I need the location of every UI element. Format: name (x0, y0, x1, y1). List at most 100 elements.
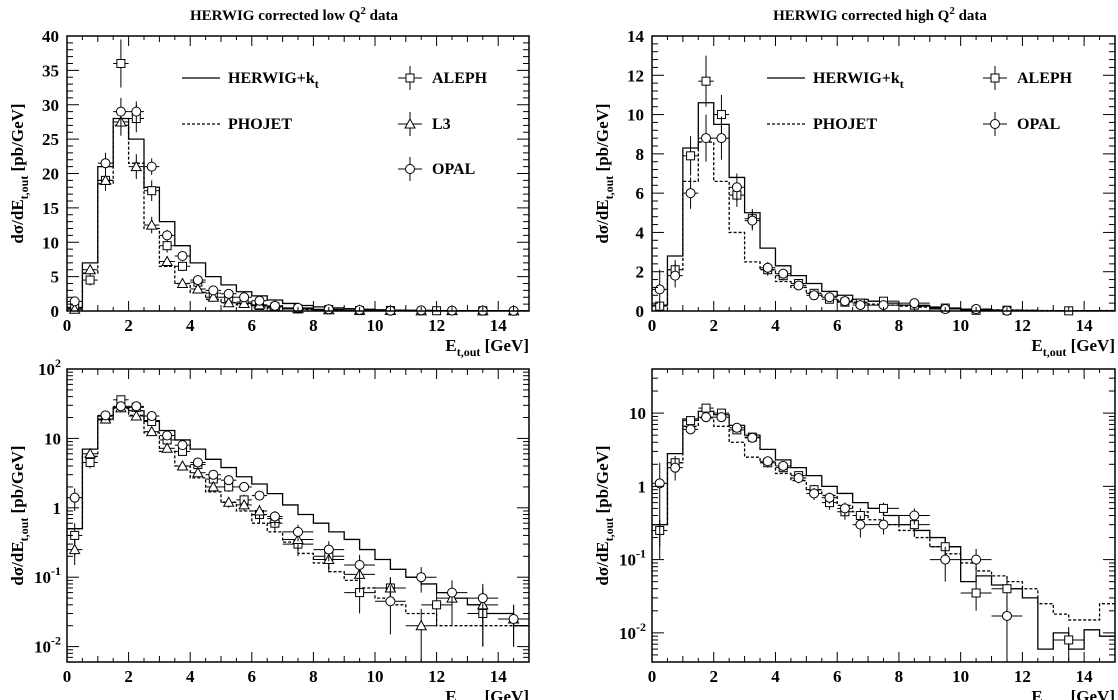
x-tick-label: 10 (952, 316, 969, 335)
opal-point (177, 251, 188, 261)
opal-point (385, 596, 396, 607)
chart-panel-3: 0 2 4 6 8 10 12 14 10-2 10-1 1 10 102 Et,out [GeV] dσ/… (8, 356, 530, 700)
y-tick-label: 1 (53, 499, 62, 518)
x-tick-label: 14 (490, 316, 508, 335)
opal-point (701, 133, 712, 144)
l3-point (207, 480, 220, 492)
opal-point (654, 284, 665, 295)
aleph-point (701, 76, 711, 86)
opal-point (824, 292, 835, 303)
opal-point (716, 412, 727, 423)
x-tick-label: 8 (309, 316, 318, 335)
panel-title-low-q2: HERWIG corrected low Q2 data (190, 5, 399, 24)
opal-point (909, 298, 920, 309)
x-tick-label: 2 (709, 667, 718, 686)
l3-point (253, 504, 266, 516)
opal-point (508, 613, 519, 624)
aleph-point (116, 59, 126, 68)
l3-point (145, 219, 158, 230)
x-tick-label: 10 (952, 667, 969, 686)
opal-point (839, 296, 850, 307)
legend-label: PHOJET (228, 116, 292, 133)
y-tick-label: 102 (38, 356, 61, 379)
l3-point (99, 174, 112, 185)
x-tick-label: 12 (1014, 667, 1031, 686)
y-axis-label: dσ/dEt,out [pb/GeV] (8, 103, 31, 243)
legend-marker (990, 119, 1000, 129)
l3-point (84, 263, 96, 275)
x-tick-label: 6 (248, 667, 257, 686)
x-tick-label: 8 (895, 667, 904, 686)
l3-point (222, 296, 235, 308)
opal-point (762, 456, 773, 467)
opal-point (100, 158, 111, 169)
l3-point (68, 543, 81, 555)
legend-label: ALEPH (1017, 70, 1073, 87)
l3-point (415, 619, 428, 631)
legend-label: OPAL (432, 161, 475, 178)
x-axis-label: Et,out [GeV] (445, 336, 529, 359)
y-tick-label: 10 (42, 233, 59, 252)
x-tick-label: 2 (124, 316, 133, 335)
x-tick-label: 6 (248, 316, 257, 335)
opal-point (778, 268, 789, 279)
y-tick-label: 14 (627, 27, 645, 46)
legend-label: ALEPH (432, 70, 488, 87)
legend-label: L3 (432, 116, 451, 133)
aleph-point (1064, 635, 1074, 645)
y-tick-label: 12 (627, 66, 644, 85)
y-tick-label: 0 (51, 302, 60, 321)
x-tick-label: 4 (186, 667, 195, 686)
opal-point (131, 106, 142, 117)
opal-point (793, 473, 804, 484)
opal-point (909, 510, 920, 521)
x-tick-label: 8 (309, 667, 318, 686)
opal-point (878, 519, 889, 530)
opal-point (685, 424, 696, 435)
opal-point (269, 511, 280, 522)
x-tick-label: 2 (709, 316, 718, 335)
x-tick-label: 0 (63, 667, 72, 686)
y-tick-label: 10-2 (619, 620, 646, 643)
y-tick-label: 10-1 (34, 564, 61, 587)
l3-point (192, 282, 204, 294)
opal-point (855, 519, 866, 530)
opal-point (809, 488, 820, 499)
x-axis-label: Et,out [GeV] (1031, 336, 1115, 359)
opal-point (115, 106, 126, 117)
y-tick-label: 25 (42, 130, 59, 149)
opal-point (940, 554, 951, 565)
y-tick-label: 5 (51, 268, 60, 287)
opal-point (146, 161, 157, 172)
x-tick-label: 4 (771, 316, 780, 335)
chart-panel-1: 0 2 4 6 8 10 12 14 0 5 10 15 20 25 30 35 40 Et,out [GeV] d… (8, 27, 530, 359)
opal-point (239, 481, 250, 492)
x-tick-label: 14 (1076, 316, 1094, 335)
herwig-histogram (67, 117, 529, 311)
x-tick-label: 10 (367, 667, 384, 686)
l3-point (130, 410, 143, 421)
aleph-point (178, 261, 187, 271)
legend-label: HERWIG+kt (813, 70, 904, 91)
opal-point (839, 503, 850, 514)
opal-point (254, 295, 265, 306)
legend-label: OPAL (1017, 116, 1060, 133)
y-axis-label: dσ/dEt,out [pb/GeV] (8, 445, 31, 585)
legend-marker (404, 117, 416, 129)
opal-point (416, 572, 427, 583)
opal-point (131, 401, 142, 412)
aleph-point (85, 457, 95, 467)
legend-marker (405, 73, 415, 83)
y-tick-label: 20 (42, 165, 59, 184)
opal-point (162, 430, 173, 441)
opal-point (192, 275, 203, 286)
opal-point (793, 280, 804, 291)
x-tick-label: 12 (428, 667, 445, 686)
x-tick-label: 2 (124, 667, 133, 686)
opal-point (1001, 610, 1012, 621)
chart-panel-4: 0 2 4 6 8 10 12 14 10-2 10-1 1 10 Et,out [GeV] dσ/dEt… (593, 368, 1116, 700)
opal-point (146, 411, 157, 422)
panel-title-high-q2: HERWIG corrected high Q2 data (773, 5, 987, 24)
l3-point (222, 496, 235, 507)
